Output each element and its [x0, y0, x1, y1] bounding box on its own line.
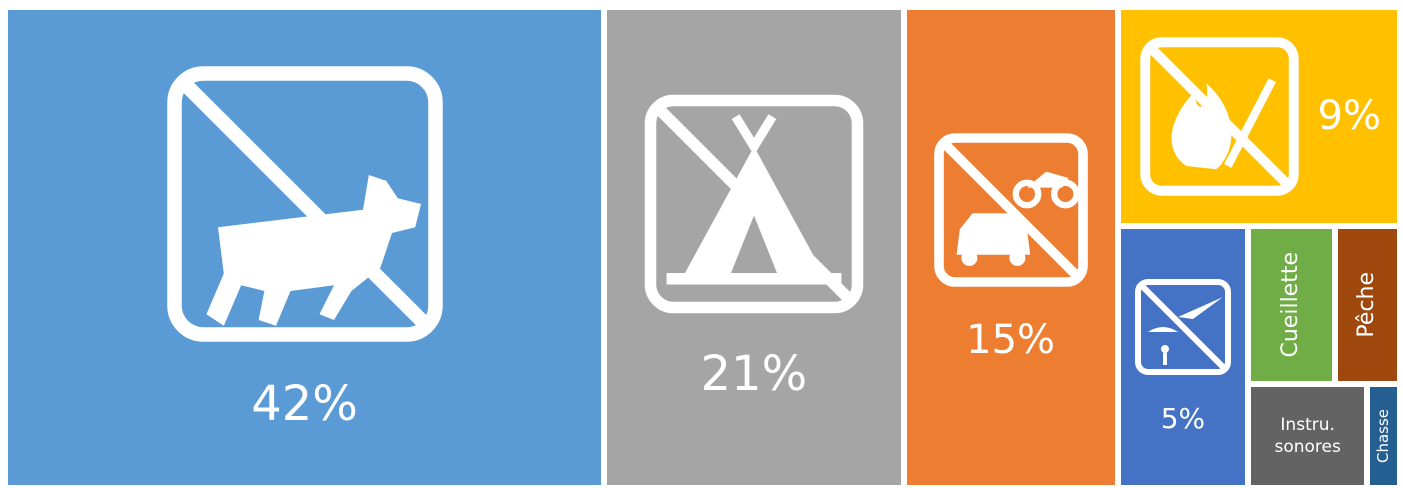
- tile: Pêche: [1337, 228, 1397, 381]
- tile: Instru. sonores: [1251, 386, 1365, 485]
- value-label: 15%: [966, 316, 1056, 363]
- tile: 15%: [906, 10, 1115, 485]
- icon-no-vehicles: [933, 132, 1088, 287]
- tile: 9%: [1120, 10, 1397, 223]
- tile: Cueillette: [1251, 228, 1332, 381]
- value-label: 5%: [1160, 401, 1206, 435]
- tile: 5%: [1120, 228, 1246, 485]
- category-label: Instru. sonores: [1274, 414, 1341, 457]
- tile: Chasse: [1370, 386, 1397, 485]
- tile: 21%: [607, 10, 901, 485]
- icon-no-dogs: [166, 66, 443, 343]
- value-label: 9%: [1317, 93, 1381, 140]
- value-label: 21%: [700, 346, 808, 403]
- icon-no-gliding: [1134, 278, 1231, 375]
- category-label: Pêche: [1354, 271, 1380, 338]
- category-label: Chasse: [1373, 408, 1392, 463]
- tile: 42%: [8, 10, 602, 485]
- category-label: Cueillette: [1278, 252, 1304, 358]
- value-label: 42%: [251, 376, 358, 433]
- icon-no-camping: [644, 95, 864, 314]
- icon-no-fire: [1139, 37, 1299, 196]
